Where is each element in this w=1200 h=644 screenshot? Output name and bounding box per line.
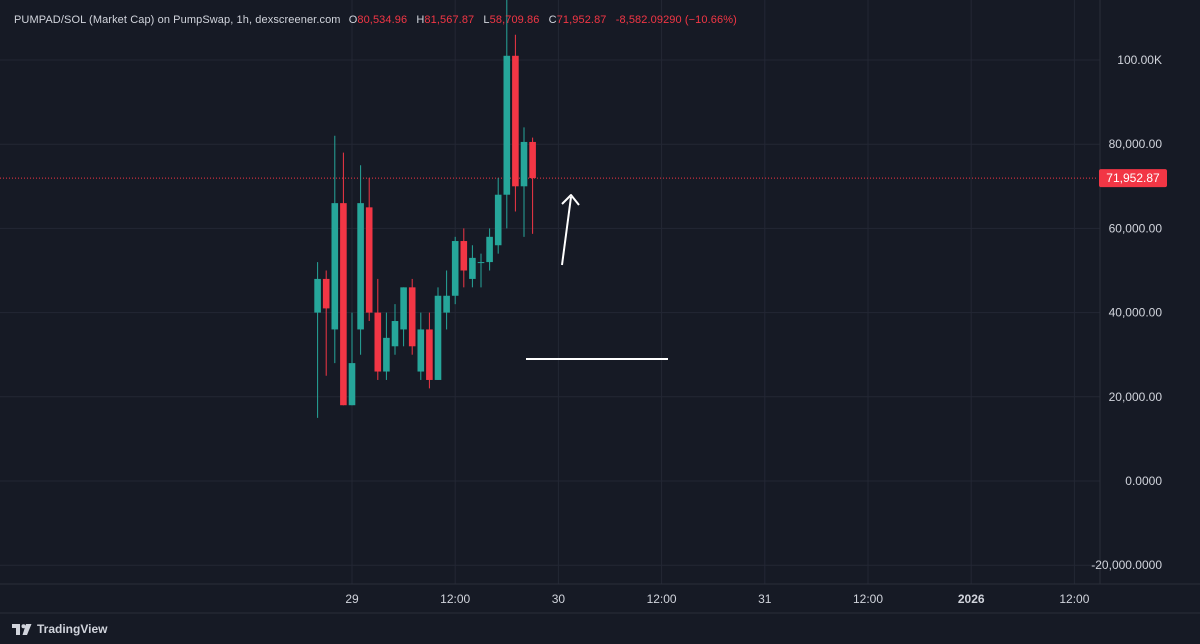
last-price-label: 71,952.87 <box>1106 171 1160 185</box>
candle-body <box>486 236 493 263</box>
time-tick-label: 30 <box>552 592 566 606</box>
candle-body <box>365 207 373 313</box>
candle-body <box>357 203 364 330</box>
candle-body <box>451 241 459 296</box>
time-tick-label: 29 <box>345 592 359 606</box>
candle-body <box>374 312 382 372</box>
candle-up[interactable] <box>331 135 339 364</box>
candle-body <box>383 337 390 372</box>
open-label: O <box>348 14 358 26</box>
candle-body <box>512 55 519 187</box>
price-tick-label: 40,000.00 <box>1109 306 1163 320</box>
candle-up[interactable] <box>357 165 364 355</box>
candle-up[interactable] <box>417 312 425 380</box>
candle-up[interactable] <box>443 270 450 330</box>
high-label: H <box>416 14 425 26</box>
candle-up[interactable] <box>503 0 511 229</box>
tradingview-label: TradingView <box>37 622 108 636</box>
user-drawings[interactable] <box>526 194 668 360</box>
candle-up[interactable] <box>451 236 459 305</box>
symbol-legend: PUMPAD/SOL (Market Cap) on PumpSwap, 1h,… <box>14 14 743 26</box>
candle-body <box>460 241 468 271</box>
price-tick-label: -20,000.0000 <box>1091 558 1162 572</box>
time-tick-label: 12:00 <box>853 592 883 606</box>
candle-down[interactable] <box>340 152 347 406</box>
candle-body <box>477 262 485 264</box>
candle-down[interactable] <box>426 312 433 389</box>
candle-down[interactable] <box>512 34 519 212</box>
price-tick-label: 100.00K <box>1117 53 1162 67</box>
arrow-head-icon <box>561 194 580 206</box>
candle-up[interactable] <box>314 262 321 418</box>
candle-up[interactable] <box>391 304 399 355</box>
symbol-title: PUMPAD/SOL (Market Cap) on PumpSwap, 1h,… <box>14 14 341 26</box>
horizontal-grid <box>0 59 1100 566</box>
candle-down[interactable] <box>365 177 373 322</box>
tradingview-brand[interactable]: TradingView <box>12 620 107 638</box>
close-value: 71,952.87 <box>556 14 607 26</box>
trend-arrow[interactable] <box>561 196 572 266</box>
candle-down[interactable] <box>460 228 468 288</box>
candle-body <box>469 257 476 279</box>
candle-up[interactable] <box>477 253 485 288</box>
candle-body <box>520 141 528 187</box>
low-value: 58,709.86 <box>489 14 540 26</box>
time-tick-label: 12:00 <box>647 592 677 606</box>
open-value: 80,534.96 <box>357 14 408 26</box>
price-tick-label: -40,000.0000 <box>1091 642 1162 644</box>
price-tick-label: 60,000.00 <box>1109 221 1163 235</box>
candle-down[interactable] <box>322 270 330 376</box>
candle-body <box>494 194 502 246</box>
candle-body <box>503 55 511 195</box>
candle-body <box>331 203 339 330</box>
change-value: -8,582.09290 (−10.66%) <box>615 14 737 26</box>
low-label: L <box>483 14 490 26</box>
price-tick-label: 80,000.00 <box>1109 137 1163 151</box>
price-axis[interactable]: 220.00K200.00K180.00K160.00K140.00K120.0… <box>1091 0 1162 644</box>
tradingview-logo-icon <box>12 623 32 635</box>
candle-body <box>417 329 425 372</box>
candle-body <box>322 278 330 309</box>
candle-up[interactable] <box>383 312 390 380</box>
vertical-grid <box>351 0 1075 584</box>
candle-body <box>408 287 416 347</box>
candle-down[interactable] <box>408 278 416 355</box>
price-tick-label: 20,000.00 <box>1109 390 1163 404</box>
candle-body <box>529 141 536 179</box>
time-tick-label: 12:00 <box>1059 592 1089 606</box>
time-axis[interactable]: 29 12:00 30 12:00 31 12:00 2026 12:00 <box>345 592 1089 606</box>
candle-up[interactable] <box>520 127 528 237</box>
candle-up[interactable] <box>400 287 407 347</box>
high-value: 81,567.87 <box>424 14 475 26</box>
candle-body <box>391 321 399 347</box>
candle-body <box>340 203 347 406</box>
candle-body <box>443 295 450 313</box>
candle-body <box>400 287 407 330</box>
candle-up[interactable] <box>469 245 476 288</box>
candle-up[interactable] <box>494 177 502 254</box>
price-tick-label: 0.0000 <box>1125 474 1162 488</box>
last-price-tag: 71,952.87 <box>1099 169 1167 188</box>
candle-down[interactable] <box>374 278 382 380</box>
candle-body <box>348 363 356 406</box>
candle-body <box>426 329 433 380</box>
candles <box>314 0 536 418</box>
candle-up[interactable] <box>434 287 442 380</box>
time-tick-label: 31 <box>758 592 772 606</box>
candle-up[interactable] <box>348 312 356 406</box>
time-tick-label: 12:00 <box>440 592 470 606</box>
candle-down[interactable] <box>529 137 536 234</box>
candle-body <box>434 295 442 380</box>
candle-body <box>314 278 321 313</box>
candle-up[interactable] <box>486 228 493 271</box>
last-price-badge <box>1099 169 1167 188</box>
time-tick-label: 2026 <box>958 592 985 606</box>
close-label: C <box>548 14 557 26</box>
